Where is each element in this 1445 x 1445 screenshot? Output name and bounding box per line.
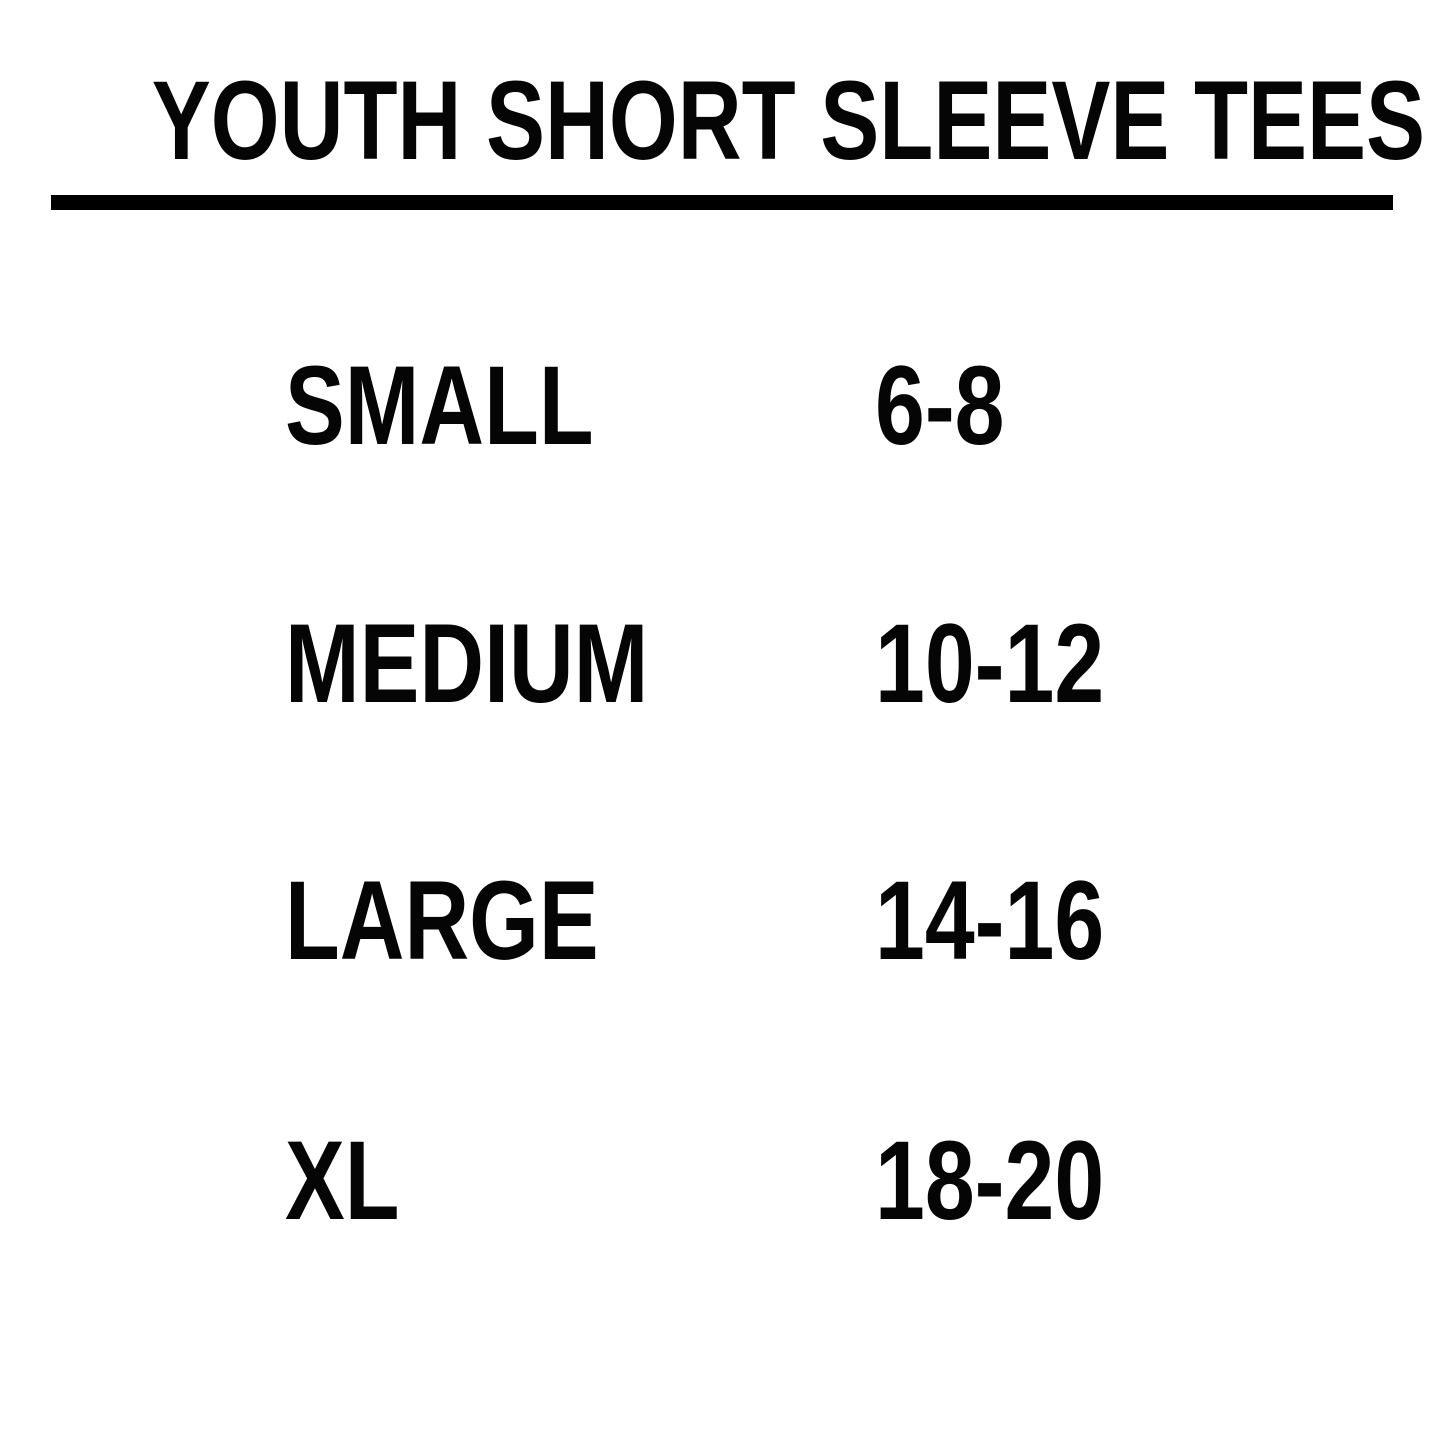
size-range-large: 14-16 [875, 858, 1105, 983]
size-row-xl: XL 18-20 [0, 1125, 1445, 1240]
size-row-small: SMALL 6-8 [0, 350, 1445, 465]
size-range-xl: 18-20 [875, 1118, 1105, 1243]
chart-title: YOUTH SHORT SLEEVE TEES [151, 58, 1426, 183]
size-range-small: 6-8 [875, 343, 1005, 468]
size-row-large: LARGE 14-16 [0, 865, 1445, 980]
size-label-small: SMALL [285, 343, 594, 468]
size-row-medium: MEDIUM 10-12 [0, 608, 1445, 723]
title-underline [51, 195, 1393, 210]
size-label-xl: XL [285, 1118, 400, 1243]
size-range-medium: 10-12 [875, 601, 1105, 726]
size-label-medium: MEDIUM [285, 601, 649, 726]
size-label-large: LARGE [285, 858, 599, 983]
